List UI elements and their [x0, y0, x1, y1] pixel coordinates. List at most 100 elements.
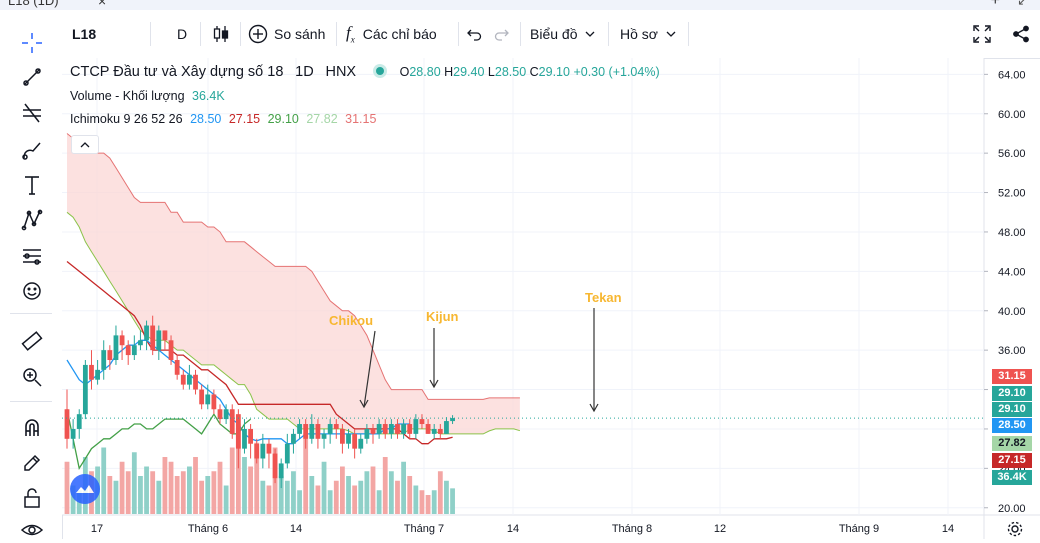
emoji-icon[interactable] — [19, 278, 45, 304]
ohlc-close: 29.10 — [538, 65, 570, 79]
settings-gear-button[interactable] — [1006, 520, 1024, 538]
candle-body — [278, 463, 284, 479]
y-tick-label: 36.00 — [998, 345, 1026, 357]
candle-body — [413, 419, 419, 434]
candle-body — [217, 409, 223, 420]
x-tick-label: 12 — [714, 523, 726, 535]
top-toolbar: L18 D So sánh fx Các chỉ báo Biểu đồ — [62, 10, 1040, 59]
profile-dropdown[interactable]: Hồ sơ — [620, 10, 676, 58]
eye-icon[interactable] — [19, 517, 45, 543]
volume-bar — [260, 480, 266, 514]
volume-bar — [431, 490, 437, 514]
compare-button[interactable]: So sánh — [248, 10, 325, 58]
price-chart[interactable]: 64.00 60.00 56.00 52.00 48.00 44.00 40.00 36.00… — [62, 58, 1040, 539]
zoom-in-icon[interactable] — [19, 364, 45, 390]
volume-bar — [180, 471, 186, 514]
restore-icon[interactable]: ↙ — [1017, 0, 1028, 8]
x-tick-label: 14 — [507, 523, 519, 535]
fullscreen-icon — [973, 25, 991, 43]
crosshair-icon[interactable] — [19, 30, 45, 56]
candle-body — [229, 409, 235, 434]
close-tab-icon[interactable]: × — [98, 0, 107, 9]
trend-line-icon[interactable] — [19, 64, 45, 90]
chikou-arrow — [363, 330, 376, 408]
ichi-span-a: 27.82 — [306, 112, 338, 126]
x-tick-label: 14 — [942, 523, 954, 535]
candle-body — [376, 424, 382, 434]
pattern-icon[interactable] — [19, 207, 45, 233]
annotation-tekan[interactable]: Tekan — [585, 290, 622, 305]
price-tag-span-a: 27.82 — [992, 436, 1032, 451]
candle-body — [297, 424, 302, 434]
volume-bar — [297, 490, 302, 514]
fib-tool-icon[interactable] — [19, 100, 45, 126]
chart-type-dropdown[interactable]: Biểu đồ — [530, 10, 595, 58]
lock-pencil-icon[interactable] — [19, 450, 45, 476]
candle-body — [340, 428, 345, 444]
ichi-span-b: 31.15 — [345, 112, 377, 126]
brush-icon[interactable] — [19, 137, 45, 163]
ruler-icon[interactable] — [19, 328, 45, 354]
volume-bar — [327, 490, 333, 514]
candles-icon — [212, 24, 230, 44]
volume-bar — [413, 485, 419, 514]
redo-button[interactable] — [494, 10, 510, 58]
annotation-chikou[interactable]: Chikou — [329, 313, 374, 328]
x-tick-label: Tháng 6 — [188, 523, 228, 535]
candle-body — [431, 428, 437, 434]
legend-interval: 1D — [295, 64, 314, 80]
candle-body — [315, 424, 321, 439]
fullscreen-button[interactable] — [973, 10, 991, 58]
share-button[interactable] — [1012, 10, 1030, 58]
candle-body — [395, 424, 400, 434]
y-tick-label: 52.00 — [998, 188, 1026, 200]
undo-button[interactable] — [466, 10, 482, 58]
lock-icon[interactable] — [19, 485, 45, 511]
chart-area[interactable]: 64.00 60.00 56.00 52.00 48.00 44.00 40.00 36.00… — [62, 58, 1040, 539]
volume-bar — [242, 457, 247, 514]
tradingview-logo[interactable] — [70, 474, 100, 504]
candle-body — [223, 409, 229, 420]
candle-body — [82, 364, 88, 415]
text-tool-icon[interactable] — [19, 172, 45, 198]
candle-body — [291, 433, 296, 444]
chevron-down-icon — [666, 31, 676, 37]
candle-body — [284, 443, 290, 464]
volume-bar — [187, 466, 192, 514]
volume-bar — [125, 471, 131, 514]
ohlc-change: +0.30 (+1.04%) — [573, 65, 660, 79]
ohlc-high: 29.40 — [453, 65, 485, 79]
volume-bar — [284, 480, 290, 514]
symbol-search[interactable]: L18 — [72, 26, 97, 42]
candle-body — [70, 428, 76, 439]
candle-body — [193, 374, 198, 390]
chevron-down-icon — [585, 31, 595, 37]
magnet-icon[interactable] — [19, 414, 45, 440]
chart-style-button[interactable] — [212, 10, 230, 58]
volume-legend: Volume - Khối lượng 36.4K — [70, 89, 225, 103]
volume-bar — [358, 480, 364, 514]
candle-body — [131, 345, 137, 356]
volume-bar — [193, 457, 198, 514]
volume-bar — [419, 490, 425, 514]
price-tag-span-b: 31.15 — [992, 369, 1032, 384]
volume-bar — [217, 461, 223, 514]
forecast-icon[interactable] — [19, 243, 45, 269]
candle-body — [309, 424, 315, 439]
candle-body — [254, 443, 260, 459]
kijun-arrow-head — [429, 379, 439, 389]
redo-icon — [494, 26, 510, 42]
add-tab-icon[interactable]: + — [990, 0, 1000, 9]
interval-button[interactable]: D — [177, 26, 188, 42]
indicators-button[interactable]: fx Các chỉ báo — [346, 10, 437, 58]
ohlc-low: 28.50 — [494, 65, 527, 79]
profile-label: Hồ sơ — [620, 26, 658, 42]
annotation-kijun[interactable]: Kijun — [426, 309, 459, 324]
candle-body — [437, 428, 443, 434]
volume-bar — [395, 480, 400, 514]
collapse-legend-button[interactable] — [71, 135, 99, 154]
candle-body — [168, 340, 174, 360]
volume-bar — [291, 471, 296, 514]
candle-body — [364, 428, 370, 439]
candle-body — [125, 345, 131, 356]
